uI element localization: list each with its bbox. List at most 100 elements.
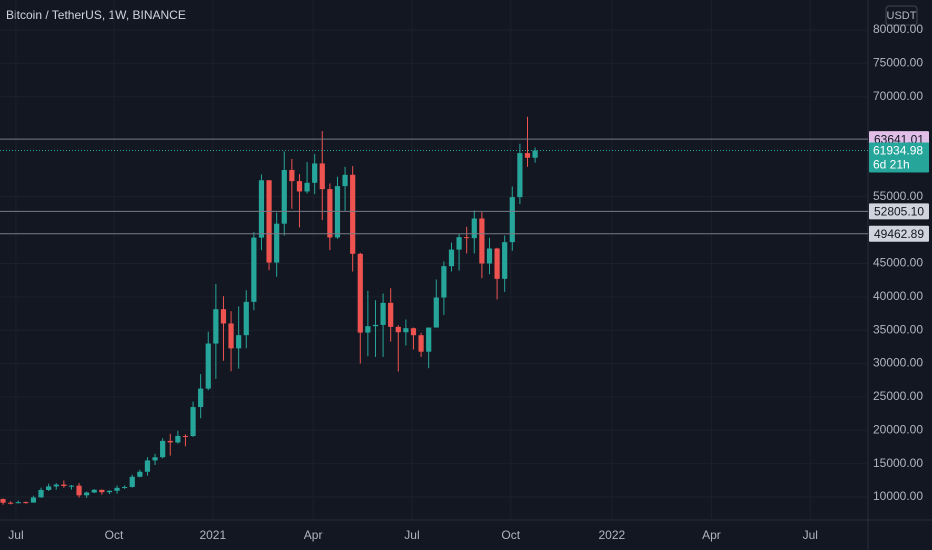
price-level-label-bg <box>869 203 929 220</box>
candle-body <box>198 388 204 408</box>
candle-body <box>524 153 531 158</box>
y-tick-label: 40000.00 <box>873 289 923 303</box>
x-tick-label: Apr <box>702 528 721 542</box>
candle-body <box>129 476 135 487</box>
currency-label[interactable]: USDT <box>887 10 917 22</box>
candle-body <box>380 302 386 325</box>
candle-body <box>106 490 113 493</box>
price-level-label: 52805.10 <box>874 205 924 219</box>
chart-title: Bitcoin / TetherUS, 1W, BINANCE <box>6 8 186 22</box>
candle-body <box>68 485 75 487</box>
candle-body <box>441 266 447 298</box>
y-tick-label: 20000.00 <box>873 422 923 436</box>
candle-body <box>122 486 128 488</box>
candle-body <box>266 180 272 263</box>
candle-body <box>471 218 477 239</box>
candle-body <box>137 471 143 477</box>
y-tick-label: 35000.00 <box>873 322 923 336</box>
candle-body <box>388 302 394 327</box>
candle-body <box>243 301 249 336</box>
x-tick-label: 2022 <box>599 528 626 542</box>
candle-body <box>502 242 508 279</box>
candle-body <box>91 489 97 493</box>
candle-body <box>53 484 59 487</box>
candle-body <box>38 489 44 498</box>
candle-body <box>76 485 82 496</box>
candle-body <box>357 253 363 333</box>
candle-body <box>281 169 287 224</box>
candle-body <box>213 309 219 344</box>
candle-body <box>327 189 333 238</box>
candle-body <box>433 297 439 328</box>
candle-body <box>99 489 105 493</box>
candle-body <box>205 343 211 389</box>
candle-body <box>251 237 257 302</box>
candle-body <box>403 328 409 333</box>
candle-body <box>418 335 424 352</box>
candle-body <box>426 327 432 352</box>
candle-body <box>494 248 500 279</box>
y-tick-label: 30000.00 <box>873 356 923 370</box>
candle-body <box>160 440 166 458</box>
candle-body <box>517 153 523 198</box>
candle-body <box>509 197 515 243</box>
candle-body <box>350 174 356 254</box>
y-tick-label: 55000.00 <box>873 189 923 203</box>
candle-body <box>190 407 196 437</box>
candle-body <box>167 440 173 443</box>
candle-body <box>532 150 538 158</box>
x-tick-label: Jul <box>404 528 419 542</box>
candle-body <box>8 502 14 504</box>
y-tick-label: 45000.00 <box>873 256 923 270</box>
y-tick-label: 15000.00 <box>873 456 923 470</box>
y-tick-label: 80000.00 <box>873 22 923 36</box>
candle-body <box>144 460 151 472</box>
candle-body <box>289 169 295 182</box>
candle-body <box>479 218 485 264</box>
candle-body <box>464 237 470 239</box>
countdown-label: 6d 21h <box>873 158 910 172</box>
currency-button[interactable] <box>885 5 918 26</box>
candle-body <box>372 324 379 327</box>
candle-body <box>152 457 158 461</box>
price-level-label-bg <box>869 225 929 242</box>
candle-body <box>220 309 227 324</box>
y-tick-label: 70000.00 <box>873 89 923 103</box>
x-tick-label: 2021 <box>199 528 226 542</box>
y-tick-label: 75000.00 <box>873 56 923 70</box>
last-price-label-bg <box>869 142 929 173</box>
candle-body <box>23 502 29 504</box>
candle-body <box>395 326 401 333</box>
candle-body <box>114 487 120 491</box>
candle-body <box>448 249 455 267</box>
candle-body <box>486 248 493 264</box>
candle-body <box>236 335 242 349</box>
x-tick-label: Oct <box>501 528 520 542</box>
candle-body <box>0 499 6 503</box>
candle-body <box>296 181 303 192</box>
candle-body <box>312 163 318 183</box>
candle-body <box>46 486 52 490</box>
x-tick-label: Jul <box>8 528 23 542</box>
candle-body <box>456 237 462 250</box>
y-tick-label: 25000.00 <box>873 389 923 403</box>
candle-body <box>84 492 90 496</box>
candle-body <box>228 323 234 349</box>
x-tick-label: Apr <box>304 528 323 542</box>
candle-body <box>258 180 265 238</box>
candle-body <box>319 163 325 190</box>
y-tick-label: 10000.00 <box>873 489 923 503</box>
candle-body <box>410 328 417 336</box>
candle-body <box>342 174 348 187</box>
candle-body <box>365 326 371 333</box>
price-level-label: 49462.89 <box>874 227 924 241</box>
candle-body <box>175 435 181 443</box>
candle-body <box>30 497 37 503</box>
candle-body <box>182 435 189 437</box>
x-tick-label: Oct <box>105 528 124 542</box>
last-price-label: 61934.98 <box>873 144 923 158</box>
x-tick-label: Jul <box>803 528 818 542</box>
